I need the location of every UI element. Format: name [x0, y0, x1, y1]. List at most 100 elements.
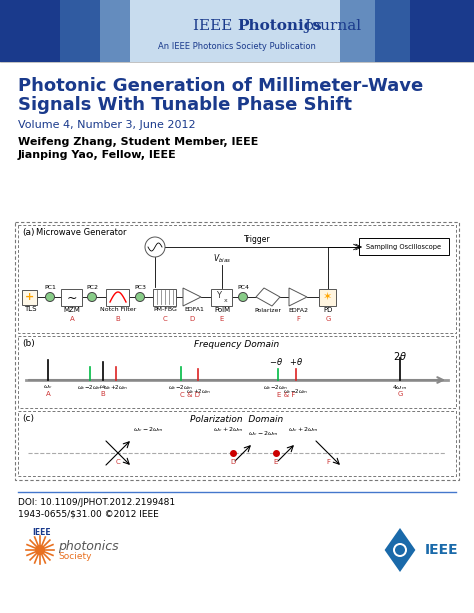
- Text: $\omega_c-2\omega_m$: $\omega_c-2\omega_m$: [133, 425, 164, 434]
- Text: B: B: [116, 316, 120, 322]
- Bar: [340, 0, 410, 62]
- Bar: [60, 0, 130, 62]
- Polygon shape: [289, 288, 307, 306]
- FancyBboxPatch shape: [319, 289, 337, 305]
- Text: $-\theta$: $-\theta$: [269, 356, 283, 367]
- Text: Polarizer: Polarizer: [255, 308, 282, 313]
- Bar: [0, 0, 100, 62]
- Text: Photonics: Photonics: [237, 19, 322, 33]
- Circle shape: [145, 237, 165, 257]
- Text: TLS: TLS: [24, 306, 36, 312]
- Text: DOI: 10.1109/JPHOT.2012.2199481: DOI: 10.1109/JPHOT.2012.2199481: [18, 498, 175, 507]
- Polygon shape: [256, 288, 280, 306]
- Text: photonics: photonics: [58, 540, 118, 553]
- Text: $\omega_c\!+\!2\omega_m$: $\omega_c\!+\!2\omega_m$: [103, 383, 129, 392]
- FancyBboxPatch shape: [211, 289, 233, 305]
- Text: Polarization  Domain: Polarization Domain: [191, 415, 283, 424]
- Bar: [18, 336, 456, 408]
- Text: (a): (a): [22, 228, 35, 237]
- Text: Weifeng Zhang, Student Member, IEEE: Weifeng Zhang, Student Member, IEEE: [18, 137, 258, 147]
- Text: A: A: [70, 316, 74, 322]
- Text: IEEE: IEEE: [193, 19, 237, 33]
- Text: MZM: MZM: [64, 307, 81, 313]
- Text: Photonic Generation of Millimeter-Wave: Photonic Generation of Millimeter-Wave: [18, 77, 423, 95]
- Circle shape: [238, 292, 247, 302]
- Text: D: D: [230, 459, 236, 465]
- Circle shape: [35, 545, 45, 555]
- Text: A: A: [46, 391, 50, 397]
- Text: $V_{bias}$: $V_{bias}$: [213, 253, 231, 265]
- Circle shape: [46, 292, 55, 302]
- Circle shape: [393, 543, 407, 557]
- Bar: [18, 225, 456, 333]
- Text: PolM: PolM: [214, 307, 230, 313]
- Text: C: C: [163, 316, 167, 322]
- Text: $\omega_c+2\omega_m$: $\omega_c+2\omega_m$: [213, 425, 243, 434]
- Text: $\omega_c\!-\!2\omega_m$: $\omega_c\!-\!2\omega_m$: [263, 383, 289, 392]
- Text: E: E: [274, 459, 278, 465]
- Text: $4\omega_m$: $4\omega_m$: [392, 383, 408, 392]
- Text: IEEE: IEEE: [425, 543, 459, 557]
- Bar: [375, 0, 474, 62]
- Text: $\omega_c+2\omega_m$: $\omega_c+2\omega_m$: [288, 425, 319, 434]
- Text: B: B: [100, 391, 105, 397]
- Text: Volume 4, Number 3, June 2012: Volume 4, Number 3, June 2012: [18, 120, 196, 130]
- Text: Notch Filter: Notch Filter: [100, 307, 136, 312]
- Text: PC3: PC3: [134, 285, 146, 290]
- Text: EDFA1: EDFA1: [184, 307, 204, 312]
- Text: $\omega_c\!+\!2\omega_m$: $\omega_c\!+\!2\omega_m$: [186, 387, 212, 396]
- Text: Society: Society: [58, 552, 91, 561]
- Bar: [0, 0, 474, 62]
- Text: Y: Y: [217, 291, 221, 300]
- Bar: [18, 411, 456, 476]
- Text: $\omega_c\!-\!2\omega_m$: $\omega_c\!-\!2\omega_m$: [168, 383, 194, 392]
- Text: C & D: C & D: [180, 392, 200, 398]
- Bar: [15, 222, 459, 480]
- Text: $\omega_c\!-\!2\omega_m$: $\omega_c\!-\!2\omega_m$: [77, 383, 103, 392]
- Text: +: +: [26, 292, 35, 302]
- Text: ✶: ✶: [323, 292, 333, 302]
- Text: $\omega_c\!-\!2\omega_m$: $\omega_c\!-\!2\omega_m$: [283, 387, 309, 396]
- Text: Trigger: Trigger: [244, 235, 271, 244]
- Text: EDFA2: EDFA2: [288, 308, 308, 313]
- Text: Microwave Generator: Microwave Generator: [36, 228, 127, 237]
- Text: ~: ~: [67, 292, 77, 305]
- Text: Jianping Yao, Fellow, IEEE: Jianping Yao, Fellow, IEEE: [18, 150, 177, 160]
- Text: $2\theta$: $2\theta$: [393, 350, 407, 362]
- Text: C: C: [116, 459, 120, 465]
- Text: PC2: PC2: [86, 285, 98, 290]
- Text: E & F: E & F: [277, 392, 295, 398]
- Text: PM-FBG: PM-FBG: [153, 307, 177, 312]
- Text: $+\theta$: $+\theta$: [289, 356, 303, 367]
- FancyBboxPatch shape: [107, 289, 129, 305]
- Text: $\omega_c$: $\omega_c$: [43, 383, 53, 391]
- Text: F: F: [326, 459, 330, 465]
- Text: PD: PD: [323, 307, 333, 313]
- Polygon shape: [384, 528, 415, 572]
- FancyBboxPatch shape: [359, 238, 449, 255]
- Text: Signals With Tunable Phase Shift: Signals With Tunable Phase Shift: [18, 96, 352, 114]
- Text: $\omega_c$: $\omega_c$: [99, 383, 107, 391]
- FancyBboxPatch shape: [154, 289, 176, 305]
- Text: F: F: [296, 316, 300, 322]
- Text: x: x: [224, 297, 228, 302]
- FancyBboxPatch shape: [62, 289, 82, 305]
- Text: (c): (c): [22, 414, 34, 423]
- Text: E: E: [220, 316, 224, 322]
- Circle shape: [395, 545, 405, 555]
- Text: D: D: [190, 316, 195, 322]
- Text: Frequency Domain: Frequency Domain: [194, 340, 280, 349]
- Text: An IEEE Photonics Society Publication: An IEEE Photonics Society Publication: [158, 42, 316, 51]
- Text: IEEE: IEEE: [32, 528, 51, 537]
- Text: $\omega_c-2\omega_m$: $\omega_c-2\omega_m$: [248, 429, 278, 438]
- Circle shape: [88, 292, 97, 302]
- FancyBboxPatch shape: [22, 289, 37, 305]
- Text: (b): (b): [22, 339, 35, 348]
- Text: G: G: [325, 316, 331, 322]
- Text: PC4: PC4: [237, 285, 249, 290]
- Text: G: G: [397, 391, 403, 397]
- Polygon shape: [183, 288, 201, 306]
- Circle shape: [136, 292, 145, 302]
- Text: Sampling Oscilloscope: Sampling Oscilloscope: [366, 243, 442, 249]
- Text: 1943-0655/$31.00 ©2012 IEEE: 1943-0655/$31.00 ©2012 IEEE: [18, 510, 159, 519]
